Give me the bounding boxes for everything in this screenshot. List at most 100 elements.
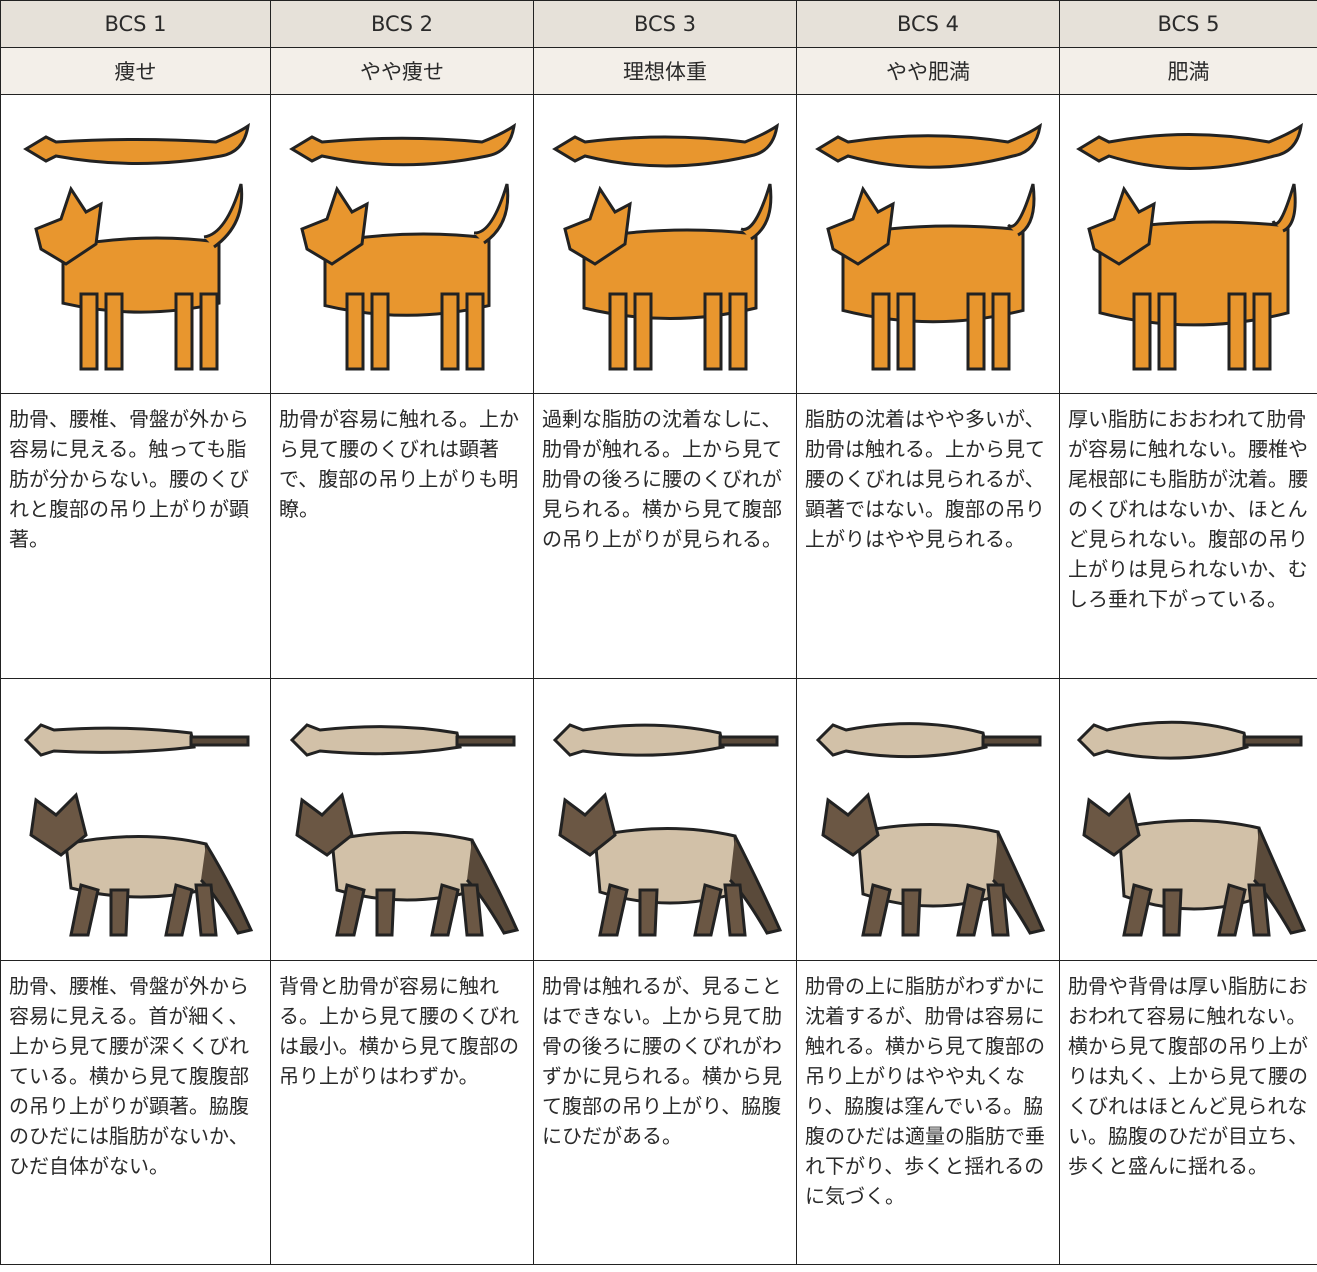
bcs-label: 理想体重 [533,47,797,95]
dog-illustration [552,122,780,371]
image-cell [0,94,271,394]
image-cell [533,94,797,394]
cat-tail-top [981,735,1042,746]
cat-leg [986,883,1010,936]
dog-head [1086,185,1156,266]
cat-leg [638,888,659,936]
dog-illustration [22,122,250,371]
bcs-label: 肥満 [1059,47,1317,95]
dog-leg [896,292,916,371]
dog-illustration [1075,122,1303,371]
dog-leg [370,292,390,371]
cat-top-view [1076,720,1249,760]
row [0,678,1317,961]
dog-leg [1157,292,1176,371]
cat-tail-top [455,735,516,746]
bcs-label: やや痩せ [270,47,534,95]
cat-head [558,791,617,857]
cat-leg [901,888,922,936]
dog-description: 過剰な脂肪の沈着なしに、肋骨が触れる。上から見て肋骨の後ろに腰のくびれが見られる… [533,393,797,679]
cat-illustration [1076,720,1306,936]
dog-illustration [289,122,517,371]
cat-tail-top [1242,735,1302,746]
cat-tail-top [718,735,779,746]
cat-illustration [23,722,253,936]
cat-description: 背骨と肋骨が容易に触れる。上から見て腰のくびれは最小。横から見て腹部の吊り上がり… [270,960,534,1265]
dog-illustration [815,122,1043,371]
cat-illustration [289,722,520,936]
cat-leg [1216,882,1247,936]
dog-description: 脂肪の沈着はやや多いが、肋骨は触れる。上から見て腰のくびれは見られるが、顕著では… [796,393,1060,679]
row [0,94,1317,394]
image-cell [796,94,1060,394]
cat-tail-top [189,735,249,746]
image-cell [1059,678,1317,961]
dog-description: 肋骨が容易に触れる。上から見て腰のくびれは顕著で、腹部の吊り上がりも明瞭。 [270,393,534,679]
cat-leg [723,883,747,936]
cat-leg [430,882,460,936]
cat-leg [1162,888,1183,936]
bcs-header: BCS 4 [796,0,1060,48]
row: 肋骨、腰椎、骨盤が外から容易に見える。触っても脂肪が分からない。腰のくびれと腹部… [0,393,1317,679]
cat-leg [335,882,366,936]
bcs-header: BCS 5 [1059,0,1317,48]
dog-tail [1006,183,1036,237]
dog-leg [440,292,460,371]
dog-description: 肋骨、腰椎、骨盤が外から容易に見える。触っても脂肪が分からない。腰のくびれと腹部… [0,393,271,679]
cat-leg [598,882,629,936]
row: 肋骨、腰椎、骨盤が外から容易に見える。首が細く、上から見て腰が深くくびれている。… [0,960,1317,1265]
dog-tail [203,183,243,249]
dog-top-view [22,122,250,165]
bcs-header: BCS 3 [533,0,797,48]
cat-description: 肋骨や背骨は厚い脂肪におおわれて容易に触れない。横から見て腹部の吊り上がりは丸く… [1059,960,1317,1265]
dog-leg [1227,292,1246,371]
cat-leg [460,883,484,936]
cat-head [295,791,354,857]
cat-description: 肋骨、腰椎、骨盤が外から容易に見える。首が細く、上から見て腰が深くくびれている。… [0,960,271,1265]
cat-leg [109,888,130,936]
dog-leg [1132,292,1151,371]
cat-illustration [815,721,1046,936]
dog-leg [608,292,628,371]
dog-tail [1271,183,1297,233]
dog-top-view [815,122,1043,169]
dog-leg [79,292,98,371]
image-cell [533,678,797,961]
cat-leg [1121,882,1153,936]
dog-top-view [552,122,780,168]
bcs-header: BCS 1 [0,0,271,48]
dog-description: 厚い脂肪におおわれて肋骨が容易に触れない。腰椎や尾根部にも脂肪が沈着。腰のくびれ… [1059,393,1317,679]
dog-leg [703,292,723,371]
dog-leg [174,292,193,371]
image-cell [270,94,534,394]
dog-head [300,185,369,266]
image-cell [0,678,271,961]
bcs-header: BCS 2 [270,0,534,48]
image-cell [270,678,534,961]
cat-leg [693,882,723,936]
dog-leg [465,292,485,371]
cat-description: 肋骨は触れるが、見ることはできない。上から見て肋骨の後ろに腰のくびれがわずかに見… [533,960,797,1265]
cat-leg [956,882,986,936]
cat-leg [68,882,100,936]
image-cell [796,678,1060,961]
dog-leg [633,292,653,371]
dog-tail [740,183,773,241]
dog-leg [104,292,123,371]
dog-head [33,185,103,266]
dog-head [826,185,895,266]
dog-leg [871,292,891,371]
dog-leg [1252,292,1271,371]
cat-head [28,791,88,857]
dog-tail [473,183,510,245]
dog-top-view [1075,122,1303,170]
cat-top-view [815,721,988,758]
cat-leg [861,882,892,936]
cat-leg [375,888,396,936]
cat-top-view [23,722,196,757]
cat-leg [163,882,194,936]
bcs-label: 痩せ [0,47,271,95]
